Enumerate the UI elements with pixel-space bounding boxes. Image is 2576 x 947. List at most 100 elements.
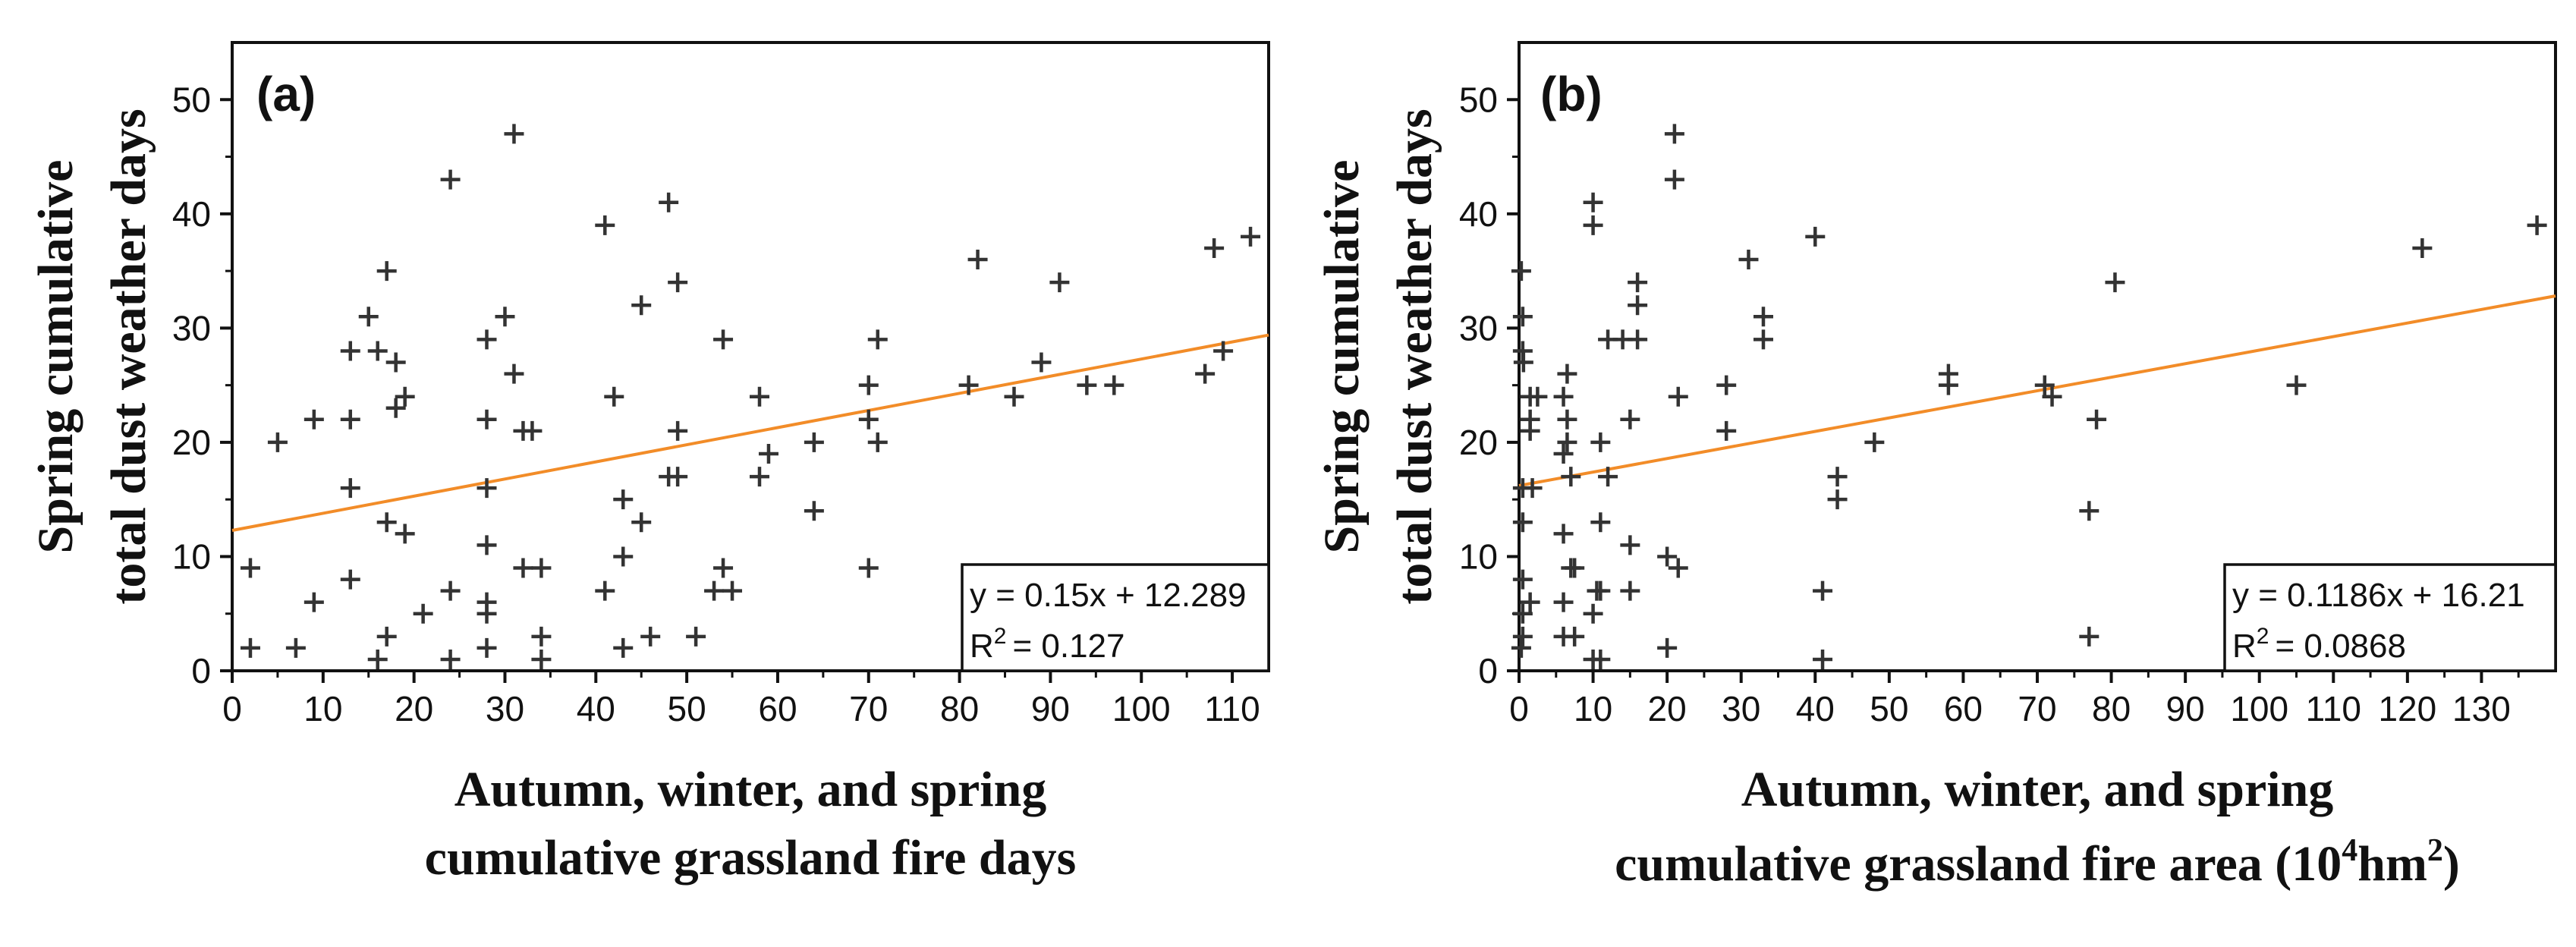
data-point: [440, 649, 461, 669]
r-squared-label: R: [970, 628, 994, 665]
x-tick-label: 60: [1944, 689, 1983, 728]
scatter-points: [1511, 124, 2547, 669]
data-point: [659, 192, 679, 212]
x-axis-title-line: Autumn, winter, and spring: [454, 762, 1047, 817]
data-point: [1628, 329, 1648, 350]
data-point: [504, 124, 524, 144]
data-point: [1553, 524, 1574, 544]
data-point: [1583, 603, 1603, 624]
data-point: [1557, 409, 1577, 429]
data-point: [513, 558, 533, 578]
x-tick-label: 50: [668, 689, 706, 728]
fit-equation: y = 0.15x + 12.289: [970, 577, 1247, 614]
data-point: [1553, 443, 1574, 464]
fit-line: [231, 333, 1269, 532]
data-point: [858, 409, 879, 429]
data-point: [1590, 580, 1611, 601]
data-point: [367, 341, 388, 361]
data-point: [758, 443, 778, 464]
data-point: [1561, 467, 1581, 487]
x-tick-label: 40: [577, 689, 615, 728]
data-point: [385, 398, 406, 418]
data-point: [858, 558, 879, 578]
data-point: [668, 420, 688, 441]
data-point: [631, 512, 652, 533]
data-point: [340, 569, 360, 590]
data-point: [668, 467, 688, 487]
x-tick-label: 20: [1648, 689, 1687, 728]
data-point: [395, 386, 415, 407]
data-point: [477, 329, 497, 350]
data-point: [340, 478, 360, 499]
data-point: [1195, 363, 1216, 384]
r-squared: R2 = 0.127: [970, 624, 1125, 665]
y-tick-label: 20: [172, 423, 211, 462]
data-point: [304, 592, 324, 612]
data-point: [2034, 375, 2055, 395]
data-point: [1753, 329, 1773, 350]
data-point: [686, 626, 706, 647]
data-point: [867, 432, 888, 452]
data-point: [1513, 352, 1533, 373]
x-axis-title-segment: ): [2443, 836, 2460, 892]
x-tick-label: 120: [2378, 689, 2436, 728]
data-point: [477, 535, 497, 555]
x-tick-label: 0: [222, 689, 242, 728]
data-point: [1805, 226, 1826, 247]
data-point: [1557, 363, 1577, 384]
y-tick-label: 50: [172, 80, 211, 119]
data-point: [613, 489, 634, 510]
plot-frame: [231, 41, 1270, 672]
data-point: [749, 467, 769, 487]
data-point: [367, 649, 388, 669]
r-squared-label: R: [2232, 628, 2257, 665]
panel-label: (b): [1540, 67, 1603, 121]
fit-line: [1518, 294, 2556, 487]
data-point: [958, 375, 979, 395]
r-squared-value: = 0.0868: [2275, 628, 2406, 665]
data-point: [531, 626, 552, 647]
data-point: [385, 352, 406, 373]
data-point: [2042, 386, 2062, 407]
data-point: [2412, 238, 2433, 258]
x-tick-label: 30: [1722, 689, 1760, 728]
x-tick-label: 110: [2306, 689, 2361, 728]
data-point: [285, 637, 306, 658]
data-point: [1511, 637, 1531, 658]
data-point: [668, 272, 688, 293]
x-tick-label: 110: [1204, 689, 1260, 728]
data-point: [340, 341, 360, 361]
y-tick-label: 30: [172, 308, 211, 348]
y-tick-label: 30: [1459, 308, 1498, 348]
data-point: [2079, 501, 2099, 521]
data-point: [1104, 375, 1124, 395]
x-axis-title-line: Autumn, winter, and spring: [1741, 762, 2334, 817]
data-point: [1664, 124, 1684, 144]
data-point: [595, 580, 615, 601]
r-squared-value: = 0.127: [1012, 628, 1124, 665]
x-tick-label: 130: [2452, 689, 2511, 728]
y-tick-label: 10: [1459, 536, 1498, 576]
y-axis-title-line: total dust weather days: [1387, 109, 1442, 604]
data-point: [1520, 592, 1540, 612]
fit-equation: y = 0.1186x + 16.21: [2232, 577, 2525, 614]
data-point: [522, 420, 543, 441]
panel-a-chart: 0 10 20 30 40 50 60 70 80 90 100 110 0 10 20 30 40 50 (a) y…: [28, 41, 1270, 886]
x-tick-label: 100: [2230, 689, 2288, 728]
data-point: [704, 580, 725, 601]
x-tick-label: 80: [940, 689, 979, 728]
data-point: [1620, 535, 1640, 555]
data-point: [1512, 603, 1533, 624]
data-point: [1512, 307, 1533, 327]
data-point: [640, 626, 661, 647]
data-point: [867, 329, 888, 350]
data-point: [477, 637, 497, 658]
y-tick-label: 20: [1459, 423, 1498, 462]
data-point: [267, 432, 288, 452]
data-point: [1590, 649, 1611, 669]
data-point: [1827, 489, 1848, 510]
data-point: [2105, 272, 2125, 293]
data-point: [1213, 341, 1234, 361]
x-tick-label: 80: [2092, 689, 2131, 728]
